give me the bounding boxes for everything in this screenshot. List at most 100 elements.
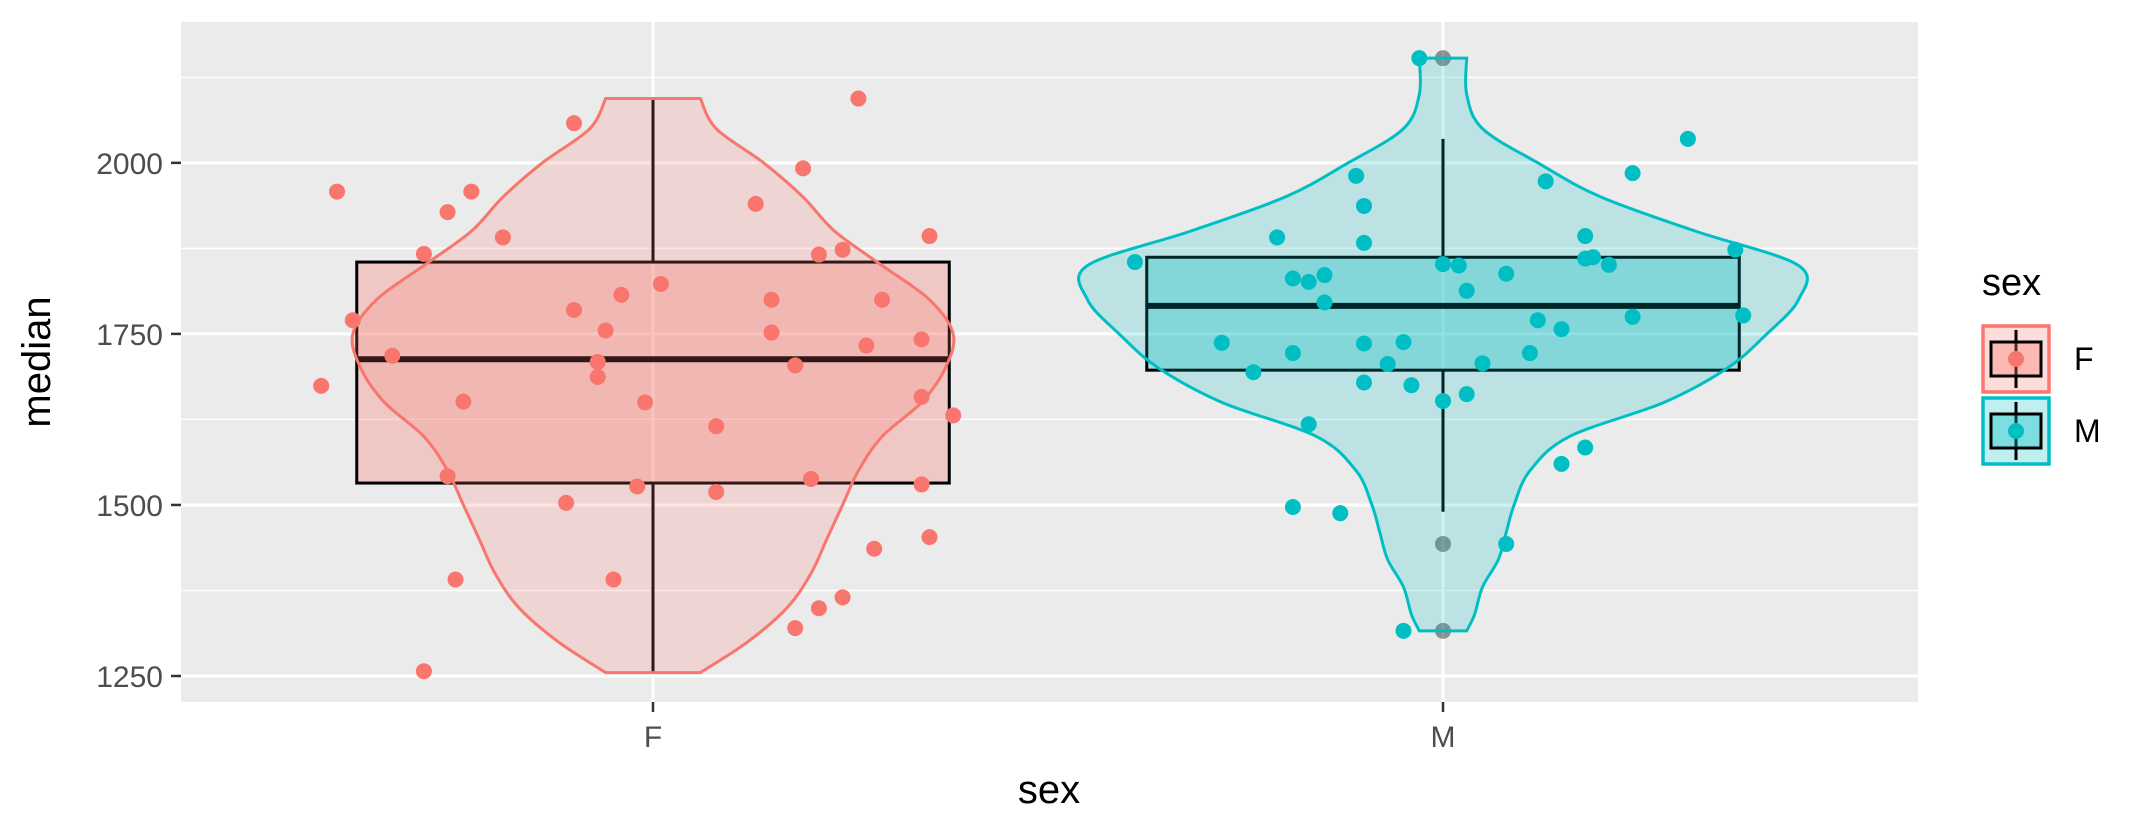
data-point-M xyxy=(1521,345,1538,362)
data-point-M xyxy=(1284,499,1301,516)
data-point-M xyxy=(1624,308,1641,325)
data-point-M xyxy=(1300,273,1317,290)
data-point-F xyxy=(637,394,654,411)
data-point-M xyxy=(1379,356,1396,373)
data-point-F xyxy=(566,301,582,318)
data-point-M xyxy=(1585,249,1602,266)
data-point-F xyxy=(313,377,330,394)
box-and-violin-layer xyxy=(350,50,1809,675)
data-point-M xyxy=(1348,167,1365,184)
legend-label-F: F xyxy=(2074,341,2094,377)
data-point-F xyxy=(834,241,851,258)
data-point-F xyxy=(384,347,401,364)
x-tick-label: M xyxy=(1431,721,1456,754)
data-point-F xyxy=(810,246,827,263)
data-point-M xyxy=(1356,335,1372,352)
data-point-F xyxy=(415,663,432,680)
data-point-F xyxy=(605,571,622,588)
data-point-M xyxy=(1474,355,1491,372)
data-point-M xyxy=(1498,265,1515,282)
data-point-F xyxy=(558,494,575,511)
y-axis: 1250 1500 1750 2000 xyxy=(96,148,181,694)
x-tick-label: F xyxy=(644,721,662,754)
y-tick-label: 1250 xyxy=(96,661,163,694)
data-point-M xyxy=(1435,256,1451,273)
data-point-M xyxy=(1498,535,1515,552)
data-point-F xyxy=(589,369,606,386)
data-point-M xyxy=(1395,334,1412,351)
data-point-F xyxy=(795,160,812,177)
points-layer xyxy=(313,50,1752,680)
data-point-F xyxy=(787,357,804,374)
y-tick-label: 1750 xyxy=(96,319,163,352)
data-layers xyxy=(313,50,1809,680)
data-point-M xyxy=(1458,386,1475,403)
data-point-M xyxy=(1213,334,1230,351)
data-point-M xyxy=(1284,270,1301,287)
data-point-M xyxy=(1126,254,1143,271)
data-point-M xyxy=(1735,307,1752,324)
data-point-F xyxy=(613,286,630,303)
data-point-F xyxy=(463,183,480,200)
data-point-F xyxy=(494,229,511,246)
data-point-F xyxy=(787,620,804,637)
legend-key-point xyxy=(2008,423,2024,439)
data-point-M xyxy=(1332,505,1349,522)
y-tick-label: 2000 xyxy=(96,148,163,181)
data-point-F xyxy=(763,291,780,308)
data-point-F xyxy=(921,228,938,245)
data-point-M xyxy=(1395,622,1412,639)
data-point-F xyxy=(874,291,891,308)
data-point-M xyxy=(1727,241,1744,258)
outlier-point-M xyxy=(1435,535,1451,552)
data-point-F xyxy=(439,204,456,221)
data-point-F xyxy=(708,418,725,435)
data-point-M xyxy=(1356,197,1372,214)
data-point-M xyxy=(1600,256,1617,273)
data-point-F xyxy=(810,600,827,617)
data-point-M xyxy=(1450,257,1467,274)
data-point-F xyxy=(415,245,432,262)
data-point-M xyxy=(1577,228,1594,245)
data-point-F xyxy=(597,322,614,339)
data-point-F xyxy=(913,476,930,493)
data-point-M xyxy=(1403,377,1420,394)
data-point-F xyxy=(447,571,464,588)
data-point-M xyxy=(1577,439,1594,456)
data-point-F xyxy=(629,478,646,495)
box-F xyxy=(355,260,951,485)
data-point-F xyxy=(850,90,867,107)
data-point-F xyxy=(866,540,883,557)
data-point-F xyxy=(921,529,938,546)
data-point-M xyxy=(1553,455,1570,472)
data-point-F xyxy=(708,483,725,500)
data-point-M xyxy=(1435,392,1451,409)
data-point-F xyxy=(913,388,930,405)
data-point-F xyxy=(763,324,780,341)
data-point-M xyxy=(1529,312,1546,329)
data-point-M xyxy=(1356,234,1372,251)
data-point-M xyxy=(1411,50,1428,67)
data-point-M xyxy=(1537,173,1554,190)
data-point-F xyxy=(652,275,669,292)
data-point-M xyxy=(1458,282,1475,299)
data-point-F xyxy=(945,407,962,424)
data-point-M xyxy=(1679,130,1696,147)
y-tick-label: 1500 xyxy=(96,490,163,523)
data-point-F xyxy=(858,337,875,354)
data-point-F xyxy=(455,393,472,410)
data-point-F xyxy=(344,312,361,329)
data-point-M xyxy=(1316,267,1333,284)
legend: sex FM xyxy=(1981,262,2101,466)
data-point-F xyxy=(803,470,819,487)
data-point-F xyxy=(913,331,930,348)
data-point-F xyxy=(589,353,606,370)
y-axis-title: median xyxy=(15,296,59,427)
legend-item-M: M xyxy=(1981,396,2101,466)
legend-label-M: M xyxy=(2074,413,2101,449)
legend-item-F: F xyxy=(1981,324,2094,394)
data-point-M xyxy=(1624,165,1641,182)
data-point-M xyxy=(1356,374,1372,391)
